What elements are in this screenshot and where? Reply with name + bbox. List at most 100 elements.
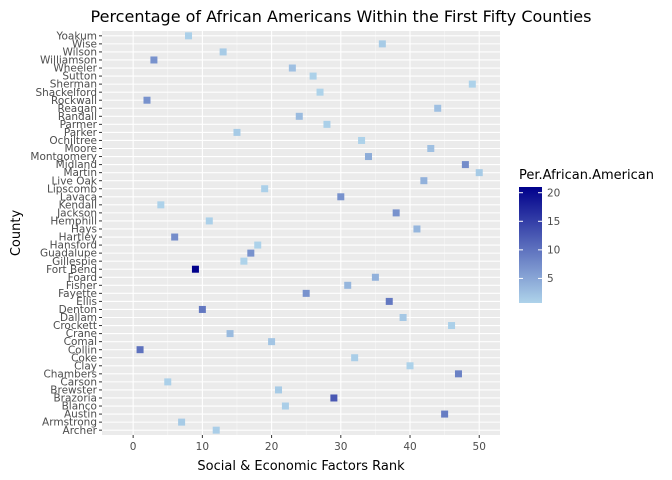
- y-tick-label: Martin: [64, 167, 98, 179]
- y-tick-label: Reagan: [58, 103, 97, 115]
- data-point-ochiltree: [358, 136, 366, 144]
- y-tick-label: Randall: [58, 111, 97, 123]
- y-tick-label: Dallam: [60, 312, 97, 324]
- y-tick-label: Foard: [68, 272, 97, 284]
- data-point-hays: [413, 225, 421, 233]
- y-tick-label: Armstrong: [42, 417, 97, 429]
- chart-title: Percentage of African Americans Within t…: [91, 7, 592, 26]
- data-point-reagan: [434, 104, 442, 112]
- data-point-fisher: [344, 281, 352, 289]
- data-point-sutton: [309, 72, 317, 80]
- plot-panel: [102, 31, 500, 435]
- data-point-yoakum: [185, 32, 193, 40]
- data-point-clay: [406, 362, 414, 370]
- y-tick-label: Live Oak: [51, 175, 97, 187]
- y-tick-label: Moore: [65, 143, 97, 155]
- y-tick-label: Brewster: [50, 385, 97, 397]
- data-point-hartley: [171, 233, 179, 241]
- y-tick-label: Coke: [71, 352, 97, 364]
- data-point-jackson: [392, 209, 400, 217]
- data-point-carson: [164, 378, 172, 386]
- data-point-martin: [475, 169, 483, 177]
- data-point-williamson: [150, 56, 158, 64]
- data-point-sherman: [468, 80, 476, 88]
- y-tick-label: Hemphill: [50, 216, 97, 228]
- y-tick-label: Sutton: [62, 71, 97, 83]
- data-point-wise: [378, 40, 386, 48]
- data-point-guadalupe: [247, 249, 255, 257]
- data-point-midland: [461, 161, 469, 169]
- data-point-ellis: [385, 297, 393, 305]
- legend-tick-label: 10: [547, 244, 560, 256]
- y-tick-label: Fayette: [58, 288, 97, 300]
- y-tick-label: Parker: [64, 127, 98, 139]
- legend-ticks: 5 10 15 20: [519, 187, 560, 285]
- data-point-collin: [136, 346, 144, 354]
- data-point-rockwall: [143, 96, 151, 104]
- data-point-coke: [351, 354, 359, 362]
- data-point-fort-bend: [191, 265, 199, 273]
- y-axis-ticks: ArcherArmstrongAustinBlancoBrazoriaBrews…: [30, 30, 102, 437]
- data-point-archer: [212, 426, 220, 434]
- data-point-lavaca: [337, 193, 345, 201]
- data-point-hemphill: [205, 217, 213, 225]
- y-tick-label: Austin: [64, 409, 97, 421]
- y-tick-label: Williamson: [40, 55, 97, 67]
- data-point-randall: [295, 112, 303, 120]
- data-point-foard: [371, 273, 379, 281]
- y-tick-label: Fort Bend: [46, 264, 97, 276]
- y-tick-label: Wise: [72, 38, 97, 50]
- y-tick-label: Jackson: [56, 207, 97, 219]
- data-point-shackelford: [316, 88, 324, 96]
- data-point-parmer: [323, 120, 331, 128]
- x-tick-label: 0: [130, 441, 137, 453]
- y-tick-label: Yoakum: [55, 30, 97, 42]
- data-point-gillespie: [240, 257, 248, 265]
- y-tick-label: Shackelford: [35, 87, 97, 99]
- data-point-austin: [441, 410, 449, 418]
- y-tick-label: Lipscomb: [47, 183, 97, 195]
- x-tick-label: 10: [196, 441, 209, 453]
- y-tick-label: Crane: [66, 328, 97, 340]
- y-tick-label: Chambers: [43, 368, 97, 380]
- data-point-brazoria: [330, 394, 338, 402]
- data-point-live-oak: [420, 177, 428, 185]
- data-point-hansford: [254, 241, 262, 249]
- data-point-denton: [198, 305, 206, 313]
- y-tick-label: Rockwall: [51, 95, 97, 107]
- y-tick-label: Lavaca: [60, 191, 97, 203]
- data-point-montgomery: [364, 153, 372, 161]
- data-point-moore: [427, 144, 435, 152]
- y-tick-label: Hansford: [50, 240, 97, 252]
- data-point-dallam: [399, 314, 407, 322]
- legend-tick-label: 15: [547, 216, 560, 228]
- y-tick-label: Hartley: [59, 232, 97, 244]
- legend-tick-label: 5: [547, 273, 554, 285]
- data-point-comal: [268, 338, 276, 346]
- data-point-wilson: [219, 48, 227, 56]
- data-point-brewster: [275, 386, 283, 394]
- legend-title: Per.African.American: [519, 168, 654, 183]
- y-tick-label: Denton: [59, 304, 97, 316]
- data-point-kendall: [157, 201, 165, 209]
- x-tick-label: 40: [403, 441, 416, 453]
- data-point-lipscomb: [261, 185, 269, 193]
- x-tick-label: 50: [473, 441, 486, 453]
- y-tick-label: Clay: [74, 360, 97, 372]
- x-axis-ticks: 0 10 20 30 40 50: [130, 435, 486, 453]
- x-tick-label: 30: [334, 441, 347, 453]
- y-tick-label: Wheeler: [53, 63, 97, 75]
- data-point-crane: [226, 330, 234, 338]
- data-point-blanco: [281, 402, 289, 410]
- y-tick-label: Guadalupe: [40, 248, 97, 260]
- y-tick-label: Montgomery: [30, 151, 97, 163]
- y-tick-label: Brazoria: [53, 393, 97, 405]
- legend: Per.African.American 5 10 15 20: [519, 168, 654, 303]
- y-tick-label: Wilson: [62, 47, 97, 59]
- y-tick-label: Sherman: [50, 79, 97, 91]
- data-points: [136, 32, 483, 434]
- x-axis-title: Social & Economic Factors Rank: [197, 459, 405, 474]
- y-tick-label: Crockett: [53, 320, 97, 332]
- y-tick-label: Fisher: [66, 280, 98, 292]
